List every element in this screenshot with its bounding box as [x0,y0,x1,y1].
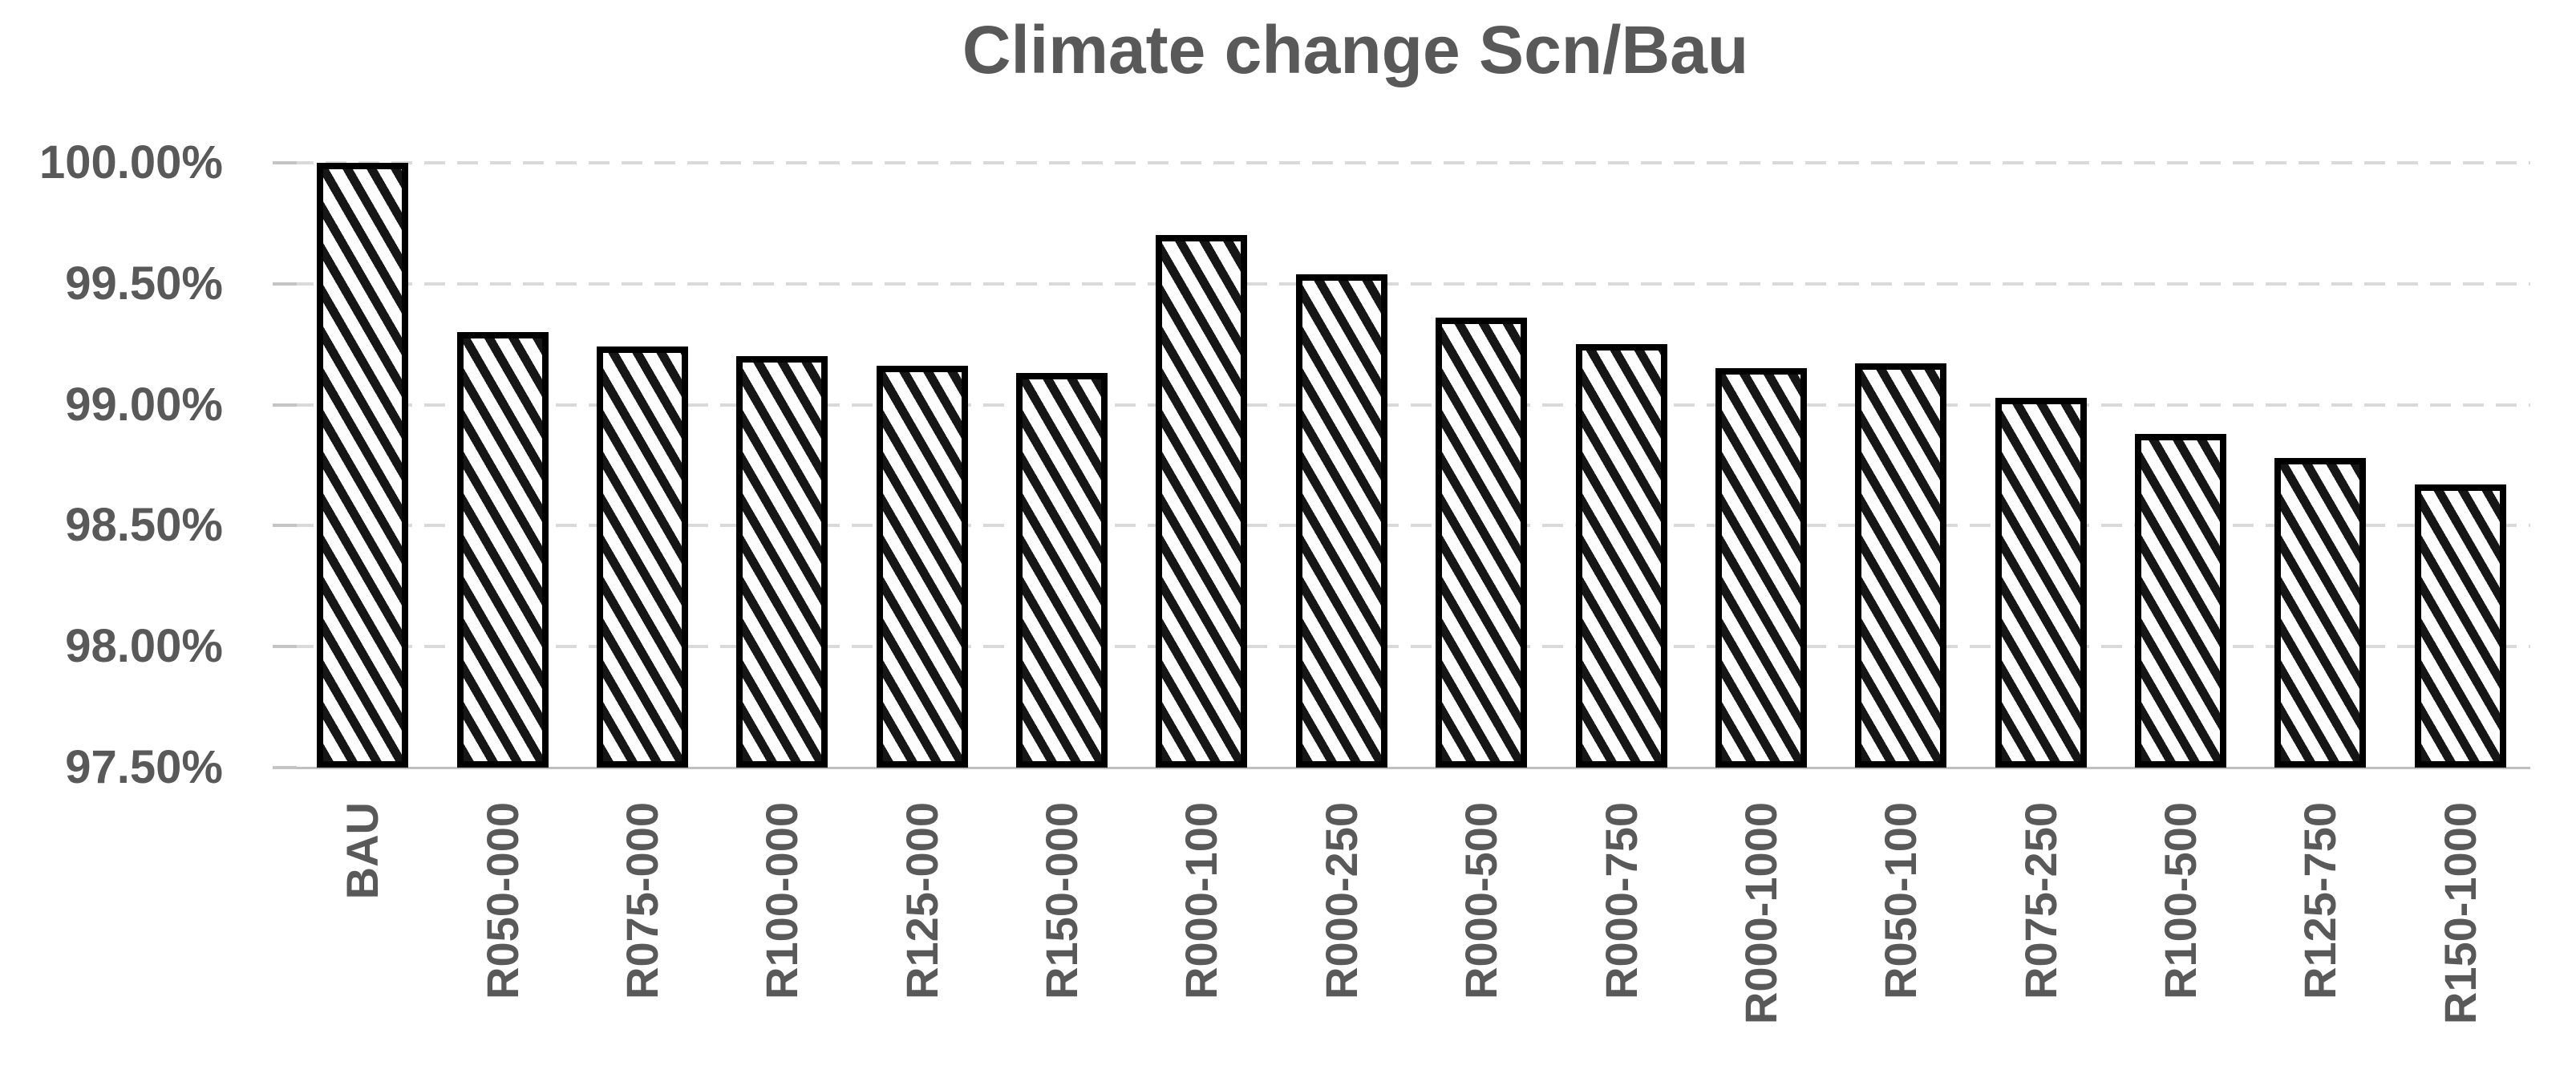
x-axis-category-label: R100-500 [2155,802,2206,999]
bar-r125-750 [2274,457,2367,768]
y-axis-tick-label: 98.50% [65,499,223,552]
y-axis-tick-label: 100.00% [39,136,223,188]
y-axis-tick-mark [273,282,297,286]
x-axis-category-label: R000-250 [1315,802,1367,999]
chart-title: Climate change Scn/Bau [962,12,1749,87]
x-axis-line [293,767,2530,769]
x-axis-category-label: BAU [337,802,388,900]
y-axis-tick-mark [273,403,297,407]
bar-slot [1132,163,1271,768]
x-axis-category-label: R050-100 [1875,802,1926,999]
bar-slot [432,163,572,768]
x-axis-category-label: R150-000 [1036,802,1088,999]
bar-r150-000 [1016,373,1108,768]
y-axis-tick-label: 97.50% [65,741,223,793]
x-axis: BAU R050-000 R075-000 R100-000 R125-000 R150-… [293,802,2530,1078]
bar-slot [992,163,1132,768]
bar-slot [1831,163,1970,768]
bar-r100-000 [736,356,828,768]
x-axis-category-label: R050-000 [476,802,528,999]
bar-slot [853,163,992,768]
bar-r150-1000 [2414,484,2506,768]
bar-slot [573,163,712,768]
bar-r050-000 [456,332,549,768]
x-axis-category-label: R150-1000 [2434,802,2485,1025]
bar-bau [317,163,409,768]
y-axis-tick-mark [273,161,297,164]
plot-area [293,161,2530,769]
x-axis-category-label: R000-500 [1456,802,1507,999]
bar-slot [2391,163,2530,768]
bar-slot [712,163,852,768]
x-axis-category-label: R125-000 [896,802,947,999]
x-axis-category-label: R075-000 [616,802,667,999]
x-axis-category-label: R125-750 [2295,802,2346,999]
gridline [293,403,2530,407]
x-axis-category-label: R075-250 [2015,802,2066,999]
bar-r100-500 [2135,433,2227,768]
bar-slot [2250,163,2390,768]
x-axis-category-label: R100-000 [756,802,808,999]
bar-slot [293,163,432,768]
bar-slot [1412,163,1551,768]
x-axis-category-label: R000-750 [1595,802,1646,999]
bar-series [293,163,2530,768]
bar-r000-750 [1575,344,1667,768]
bar-r075-250 [1995,397,2087,768]
bar-slot [2111,163,2250,768]
bar-slot [1272,163,1412,768]
bar-r000-500 [1436,318,1528,768]
y-axis-tick-label: 99.50% [65,257,223,310]
y-axis-tick-mark [273,645,297,649]
y-axis: 100.00% 99.50% 99.00% 98.50% 98.00% 97.50% [0,140,273,791]
bar-r000-1000 [1715,368,1807,768]
bar-slot [1551,163,1691,768]
bar-r125-000 [876,366,968,768]
bar-r050-100 [1855,363,1947,768]
bar-slot [1971,163,2111,768]
y-axis-tick-label: 98.00% [65,620,223,673]
bar-slot [1691,163,1831,768]
x-axis-category-label: R000-1000 [1735,802,1786,1025]
gridline [293,524,2530,528]
y-axis-tick-label: 99.00% [65,378,223,431]
bar-r075-000 [596,346,688,768]
bar-r000-100 [1156,235,1248,768]
x-axis-category-label: R000-100 [1176,802,1227,999]
gridline [293,645,2530,649]
y-axis-tick-mark [273,766,297,769]
gridline [293,161,2530,164]
y-axis-tick-mark [273,524,297,528]
gridline [293,282,2530,286]
bar-r000-250 [1295,274,1387,768]
